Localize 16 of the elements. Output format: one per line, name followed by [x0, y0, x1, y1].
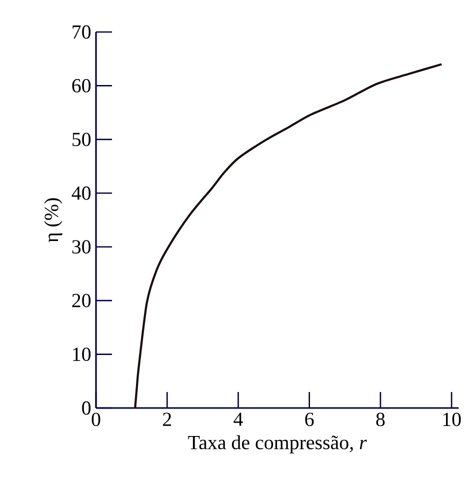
y-tick-label: 10 — [73, 348, 91, 361]
x-axis-title: Taxa de compressão, r — [188, 435, 367, 454]
y-tick-label: 0 — [82, 401, 91, 415]
y-tick-label: 40 — [72, 186, 91, 200]
y-axis-title: η (%) — [44, 198, 62, 242]
y-tick-label: 50 — [72, 132, 91, 146]
y-tick-label: 70 — [72, 25, 91, 39]
x-tick-label: 6 — [305, 412, 314, 426]
x-tick-label: 8 — [376, 412, 385, 426]
x-tick-label: 4 — [234, 412, 243, 426]
x-tick-label: 2 — [163, 412, 171, 426]
x-tick-label: 0 — [92, 412, 100, 426]
y-tick-label: 30 — [72, 240, 91, 254]
x-tick-label: 10 — [443, 412, 461, 426]
y-tick-label: 60 — [72, 78, 91, 92]
y-tick-label: 20 — [72, 294, 91, 308]
